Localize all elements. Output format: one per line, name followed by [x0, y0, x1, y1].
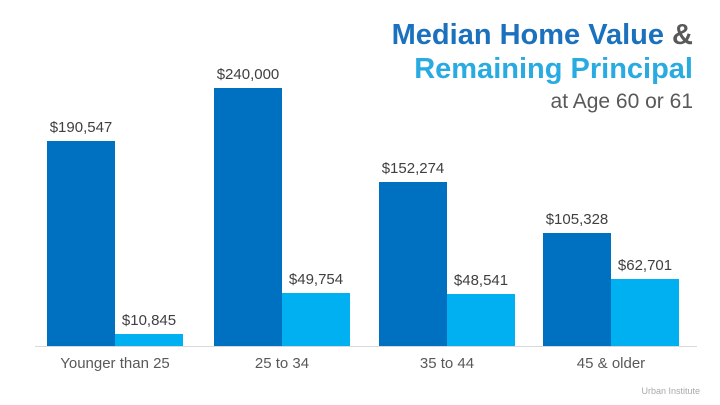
bar-home-value: $190,547 [47, 119, 115, 346]
bar-value-label: $10,845 [121, 312, 177, 329]
bar-value-label: $49,754 [288, 271, 344, 288]
bar-home-value: $105,328 [543, 211, 611, 346]
bar-value-label: $48,541 [453, 272, 509, 289]
bar-principal: $48,541 [447, 272, 515, 346]
chart-title: Median Home Value & Remaining Principal … [392, 18, 693, 115]
bar-value-label: $105,328 [545, 211, 609, 228]
bar-value-label: $240,000 [216, 66, 280, 83]
title-line-1: Median Home Value & [392, 18, 693, 52]
bar-principal: $49,754 [282, 271, 350, 346]
category-label: 35 to 44 [419, 355, 475, 372]
source-credit: Urban Institute [641, 386, 700, 396]
category-label: Younger than 25 [60, 355, 170, 372]
title-median-home-value: Median Home Value [391, 19, 664, 51]
title-remaining-principal: Remaining Principal [414, 53, 693, 86]
category-label: 25 to 34 [254, 355, 310, 372]
bar-value-label: $152,274 [381, 160, 445, 177]
title-subtitle: at Age 60 or 61 [550, 90, 693, 114]
x-axis-line [35, 346, 697, 347]
bar-principal: $10,845 [115, 312, 183, 346]
title-ampersand: & [664, 19, 693, 51]
bar-principal: $62,701 [611, 257, 679, 346]
category-label: 45 & older [576, 355, 646, 372]
bar-home-value: $240,000 [214, 66, 282, 346]
bar-value-label: $190,547 [49, 119, 113, 136]
bar-value-label: $62,701 [617, 257, 673, 274]
bar-home-value: $152,274 [379, 160, 447, 346]
